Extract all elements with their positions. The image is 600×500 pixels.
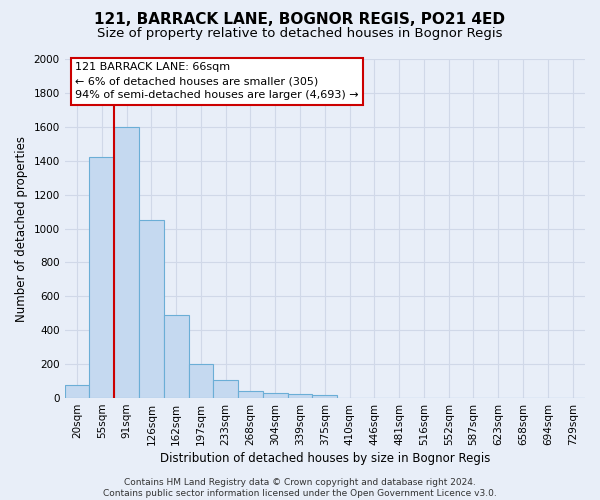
Bar — [263, 393, 287, 398]
Bar — [114, 127, 139, 398]
Bar — [89, 158, 114, 398]
Text: 121 BARRACK LANE: 66sqm
← 6% of detached houses are smaller (305)
94% of semi-de: 121 BARRACK LANE: 66sqm ← 6% of detached… — [75, 62, 359, 100]
Bar — [139, 220, 164, 398]
Bar — [164, 315, 188, 398]
Text: 121, BARRACK LANE, BOGNOR REGIS, PO21 4ED: 121, BARRACK LANE, BOGNOR REGIS, PO21 4E… — [95, 12, 505, 28]
Text: Contains HM Land Registry data © Crown copyright and database right 2024.
Contai: Contains HM Land Registry data © Crown c… — [103, 478, 497, 498]
Y-axis label: Number of detached properties: Number of detached properties — [15, 136, 28, 322]
Text: Size of property relative to detached houses in Bognor Regis: Size of property relative to detached ho… — [97, 28, 503, 40]
Bar — [188, 364, 214, 398]
Bar — [65, 384, 89, 398]
Bar — [214, 380, 238, 398]
Bar — [287, 394, 313, 398]
Bar — [238, 392, 263, 398]
X-axis label: Distribution of detached houses by size in Bognor Regis: Distribution of detached houses by size … — [160, 452, 490, 465]
Bar — [313, 395, 337, 398]
